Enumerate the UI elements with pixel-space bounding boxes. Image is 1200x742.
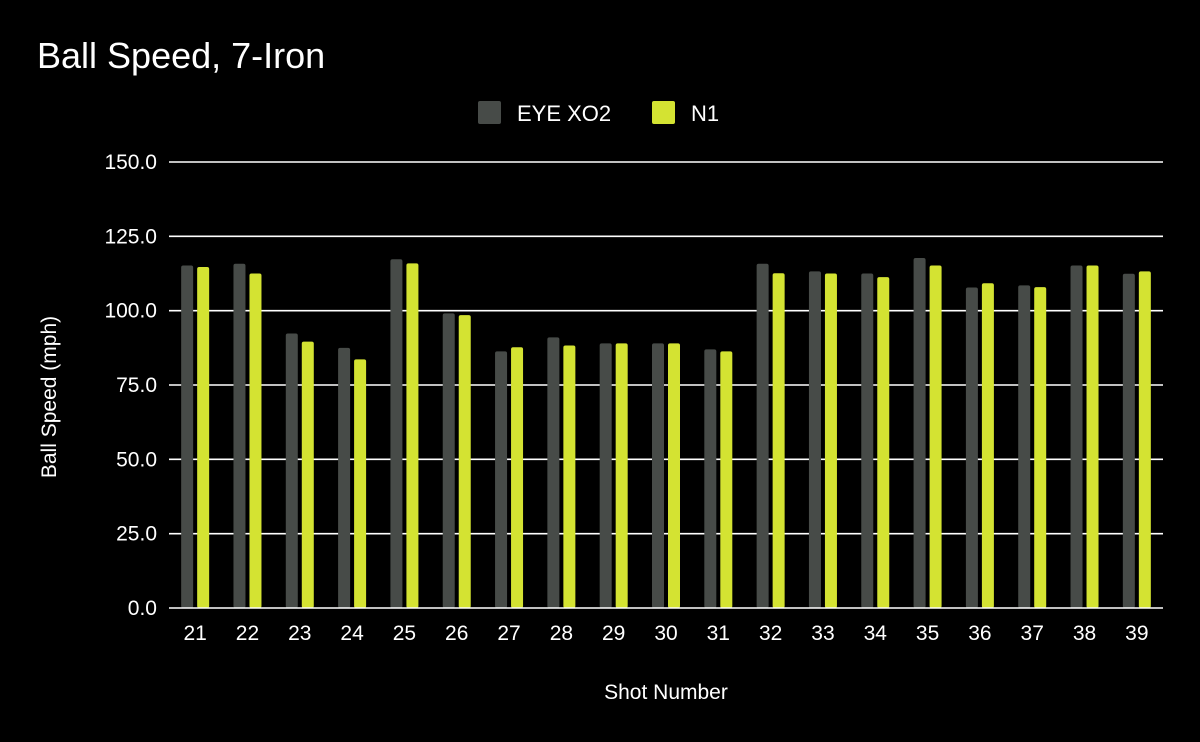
bar-eye-xo2-shot-34[interactable] — [861, 273, 874, 609]
bar-n1-shot-38[interactable] — [1086, 265, 1099, 608]
bar-eye-xo2-shot-21[interactable] — [181, 265, 194, 608]
x-axis-ticks: 21 22 23 24 25 26 27 28 29 30 31 32 33 34 35 36 37 38 39 — [183, 622, 1148, 645]
bar-n1-shot-22[interactable] — [249, 273, 262, 609]
x-tick-label: 39 — [1125, 622, 1148, 645]
bar-eye-xo2-shot-29[interactable] — [599, 343, 612, 608]
y-tick-label: 125.0 — [104, 225, 157, 248]
x-tick-label: 29 — [602, 622, 625, 645]
x-tick-label: 38 — [1073, 622, 1096, 645]
bar-n1-shot-31[interactable] — [720, 351, 733, 608]
bar-eye-xo2-shot-22[interactable] — [233, 263, 246, 608]
bar-eye-xo2-shot-36[interactable] — [965, 287, 978, 608]
legend-swatch-n1 — [652, 101, 675, 124]
bar-eye-xo2-shot-26[interactable] — [442, 313, 455, 608]
bar-n1-shot-24[interactable] — [354, 359, 367, 608]
x-tick-label: 27 — [497, 622, 520, 645]
legend-item-n1[interactable]: N1 — [652, 101, 719, 126]
x-tick-label: 37 — [1021, 622, 1044, 645]
bar-eye-xo2-shot-25[interactable] — [390, 259, 403, 608]
bar-n1-shot-23[interactable] — [301, 341, 314, 608]
x-axis-label: Shot Number — [604, 681, 728, 704]
bars — [181, 258, 1151, 608]
legend-label-n1: N1 — [691, 101, 719, 126]
bar-eye-xo2-shot-38[interactable] — [1070, 265, 1083, 608]
legend[interactable]: EYE XO2 N1 — [478, 101, 719, 126]
y-tick-label: 25.0 — [116, 523, 157, 546]
y-tick-label: 150.0 — [104, 151, 157, 174]
bar-n1-shot-27[interactable] — [511, 347, 524, 608]
bar-n1-shot-29[interactable] — [615, 343, 628, 608]
bar-n1-shot-30[interactable] — [668, 343, 680, 608]
legend-swatch-eye-xo2 — [478, 101, 501, 124]
bar-n1-shot-37[interactable] — [1034, 287, 1047, 608]
x-tick-label: 24 — [340, 622, 364, 645]
bar-eye-xo2-shot-28[interactable] — [547, 337, 560, 608]
gridlines — [169, 161, 1163, 535]
bar-eye-xo2-shot-33[interactable] — [808, 271, 821, 608]
bar-n1-shot-28[interactable] — [563, 345, 576, 608]
bar-n1-shot-34[interactable] — [877, 277, 890, 608]
bar-eye-xo2-shot-37[interactable] — [1018, 285, 1031, 608]
bar-eye-xo2-shot-31[interactable] — [704, 349, 717, 608]
bar-eye-xo2-shot-23[interactable] — [285, 333, 298, 608]
bar-n1-shot-39[interactable] — [1138, 271, 1151, 608]
bar-n1-shot-36[interactable] — [981, 283, 994, 608]
y-axis-label: Ball Speed (mph) — [38, 316, 61, 478]
y-tick-label: 50.0 — [116, 448, 157, 471]
bar-n1-shot-21[interactable] — [197, 266, 210, 608]
x-tick-label: 33 — [811, 622, 834, 645]
bar-eye-xo2-shot-32[interactable] — [756, 263, 769, 608]
x-tick-label: 23 — [288, 622, 311, 645]
bar-eye-xo2-shot-30[interactable] — [652, 343, 664, 608]
bar-n1-shot-33[interactable] — [824, 273, 837, 609]
x-tick-label: 21 — [183, 622, 206, 645]
x-tick-label: 34 — [864, 622, 888, 645]
y-tick-label: 0.0 — [128, 597, 157, 620]
bar-n1-shot-35[interactable] — [929, 265, 942, 608]
x-tick-label: 36 — [968, 622, 991, 645]
x-tick-label: 26 — [445, 622, 468, 645]
bar-n1-shot-25[interactable] — [406, 263, 419, 608]
bar-eye-xo2-shot-24[interactable] — [338, 347, 351, 608]
bar-n1-shot-26[interactable] — [458, 315, 471, 608]
bar-eye-xo2-shot-39[interactable] — [1122, 273, 1135, 608]
x-tick-label: 31 — [707, 622, 730, 645]
x-tick-label: 32 — [759, 622, 782, 645]
x-tick-label: 22 — [236, 622, 259, 645]
y-axis-ticks: 0.0 25.0 50.0 75.0 100.0 125.0 150.0 — [104, 151, 157, 620]
x-tick-label: 35 — [916, 622, 939, 645]
y-tick-label: 100.0 — [104, 300, 157, 323]
legend-label-eye-xo2: EYE XO2 — [517, 101, 611, 126]
bar-eye-xo2-shot-27[interactable] — [495, 351, 508, 608]
x-tick-label: 30 — [654, 622, 677, 645]
x-tick-label: 28 — [550, 622, 573, 645]
x-tick-label: 25 — [393, 622, 416, 645]
bar-n1-shot-32[interactable] — [772, 273, 785, 608]
y-tick-label: 75.0 — [116, 374, 157, 397]
bar-eye-xo2-shot-35[interactable] — [913, 258, 926, 608]
legend-item-eye-xo2[interactable]: EYE XO2 — [478, 101, 611, 126]
chart-title: Ball Speed, 7-Iron — [37, 35, 325, 76]
